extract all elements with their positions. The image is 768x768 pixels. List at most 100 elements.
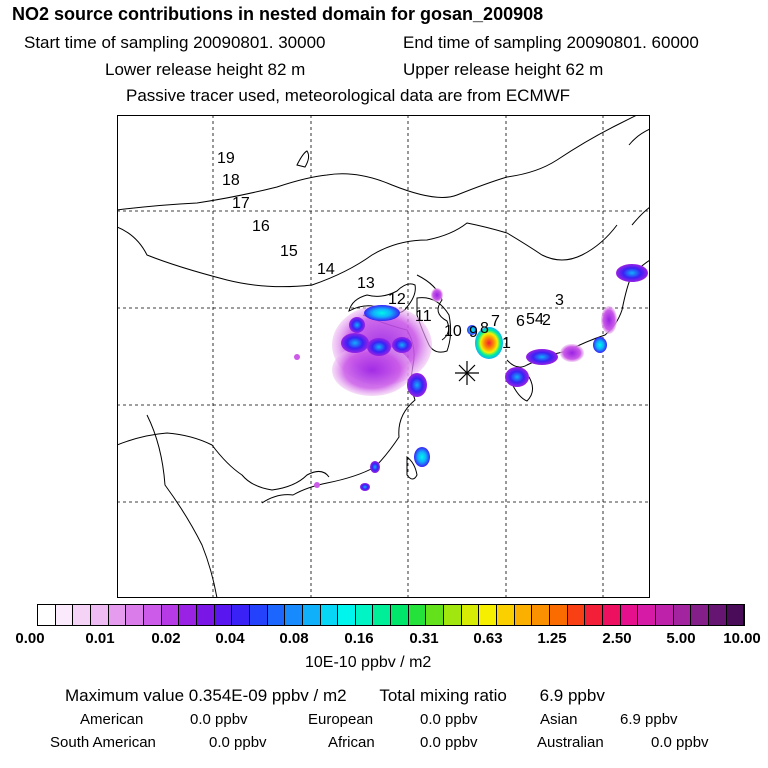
colorbar-swatch bbox=[691, 605, 709, 625]
concentration-field bbox=[294, 264, 648, 491]
colorbar-swatch bbox=[338, 605, 356, 625]
japan-north bbox=[628, 128, 650, 226]
total-mixing-label: Total mixing ratio bbox=[379, 686, 507, 705]
region-name: American bbox=[80, 711, 144, 728]
trajectory-label: 17 bbox=[232, 195, 250, 212]
colorbar-tick: 10.00 bbox=[723, 630, 761, 647]
mongolia-border bbox=[117, 115, 638, 211]
colorbar-swatch bbox=[726, 605, 745, 625]
trajectory-label: 3 bbox=[555, 292, 564, 309]
colorbar-swatch bbox=[196, 605, 215, 625]
colorbar-swatch bbox=[320, 605, 339, 625]
colorbar-swatch bbox=[708, 605, 727, 625]
colorbar-swatch bbox=[38, 605, 56, 625]
colorbar-swatch bbox=[355, 605, 374, 625]
korea-border bbox=[416, 274, 450, 341]
colorbar-swatch bbox=[249, 605, 268, 625]
trajectory-label: 19 bbox=[217, 150, 235, 167]
colorbar-tick: 1.25 bbox=[537, 630, 567, 647]
colorbar-swatch bbox=[638, 605, 656, 625]
region-name: South American bbox=[50, 734, 156, 751]
indochina-border bbox=[146, 414, 218, 598]
colorbar-swatch bbox=[302, 605, 321, 625]
colorbar-tick: 0.00 bbox=[15, 630, 45, 647]
trajectory-label: 7 bbox=[491, 313, 500, 330]
colorbar-swatch bbox=[285, 605, 303, 625]
trajectory-label: 14 bbox=[317, 261, 335, 278]
trajectory-label: 9 bbox=[469, 324, 478, 341]
colorbar-swatch bbox=[550, 605, 568, 625]
colorbar-tick: 0.04 bbox=[215, 630, 245, 647]
trajectory-label: 2 bbox=[542, 312, 551, 329]
max-value-line: Maximum value 0.354E-09 ppbv / m2 Total … bbox=[65, 686, 605, 706]
colorbar-swatch bbox=[214, 605, 233, 625]
note-label: Passive tracer used, meteorological data… bbox=[126, 86, 571, 105]
region-value: 0.0 ppbv bbox=[190, 711, 248, 728]
region-name: European bbox=[308, 711, 374, 728]
colorbar-tick: 0.08 bbox=[279, 630, 309, 647]
colorbar-swatch bbox=[126, 605, 144, 625]
colorbar-tick: 0.63 bbox=[473, 630, 503, 647]
trajectory-label: 15 bbox=[280, 243, 298, 260]
region-name: African bbox=[328, 734, 375, 751]
colorbar-swatch bbox=[161, 605, 180, 625]
colorbar-tick: 0.02 bbox=[151, 630, 181, 647]
colorbar-swatch bbox=[55, 605, 74, 625]
colorbar-swatch bbox=[461, 605, 480, 625]
trajectory-labels: 19 18 17 16 15 14 13 12 11 10 9 8 7 6 5 … bbox=[217, 150, 564, 352]
colorbar-tick: 5.00 bbox=[666, 630, 696, 647]
upper-release-label: Upper release height 62 m bbox=[403, 60, 604, 79]
china-border bbox=[117, 222, 618, 288]
china-south-border bbox=[117, 432, 330, 491]
colorbar-swatch bbox=[444, 605, 462, 625]
trajectory-label: 6 bbox=[516, 313, 525, 330]
colorbar-swatch bbox=[532, 605, 551, 625]
trajectory-label: 16 bbox=[252, 218, 270, 235]
colorbar-swatch bbox=[567, 605, 586, 625]
colorbar-swatch bbox=[391, 605, 409, 625]
japan-kyushu bbox=[508, 376, 533, 402]
colorbar-tick: 0.01 bbox=[85, 630, 115, 647]
colorbar-tick: 0.31 bbox=[409, 630, 439, 647]
region-name: Asian bbox=[540, 711, 578, 728]
lower-release-label: Lower release height 82 m bbox=[105, 60, 306, 79]
taiwan bbox=[406, 455, 418, 480]
region-value: 0.0 ppbv bbox=[420, 711, 478, 728]
colorbar-swatch bbox=[143, 605, 162, 625]
region-value: 0.0 ppbv bbox=[209, 734, 267, 751]
trajectory-label: 4 bbox=[535, 311, 544, 328]
colorbar bbox=[37, 604, 745, 626]
trajectory-label: 18 bbox=[222, 172, 240, 189]
colorbar-swatch bbox=[408, 605, 427, 625]
colorbar-swatch bbox=[373, 605, 392, 625]
max-value-label: Maximum value 0.354E-09 ppbv / m2 bbox=[65, 686, 347, 705]
colorbar-swatch bbox=[655, 605, 674, 625]
lake-baikal bbox=[296, 150, 310, 168]
colorbar-swatch bbox=[514, 605, 533, 625]
total-mixing-value: 6.9 ppbv bbox=[539, 686, 605, 705]
region-value: 6.9 ppbv bbox=[620, 711, 678, 728]
colorbar-swatch bbox=[267, 605, 286, 625]
colorbar-swatch bbox=[497, 605, 515, 625]
colorbar-swatch bbox=[603, 605, 621, 625]
colorbar-units: 10E-10 ppbv / m2 bbox=[305, 654, 432, 671]
colorbar-swatch bbox=[179, 605, 197, 625]
trajectory-label: 1 bbox=[502, 335, 511, 352]
trajectory-label: 11 bbox=[415, 308, 432, 325]
trajectory-label: 13 bbox=[357, 275, 375, 292]
colorbar-swatch bbox=[479, 605, 498, 625]
receptor-asterisk-icon bbox=[455, 361, 479, 385]
trajectory-label: 12 bbox=[388, 291, 406, 308]
region-name: Australian bbox=[537, 734, 604, 751]
chart-title: NO2 source contributions in nested domai… bbox=[12, 4, 544, 24]
colorbar-tick: 0.16 bbox=[344, 630, 374, 647]
colorbar-swatch bbox=[90, 605, 109, 625]
colorbar-swatch bbox=[673, 605, 692, 625]
colorbar-swatch bbox=[426, 605, 445, 625]
trajectory-label: 5 bbox=[526, 311, 535, 328]
start-time-label: Start time of sampling 20090801. 30000 bbox=[24, 33, 326, 52]
colorbar-swatch bbox=[585, 605, 603, 625]
colorbar-swatch bbox=[73, 605, 91, 625]
colorbar-swatch bbox=[232, 605, 250, 625]
map-panel: 19 18 17 16 15 14 13 12 11 10 9 8 7 6 5 … bbox=[117, 115, 650, 598]
